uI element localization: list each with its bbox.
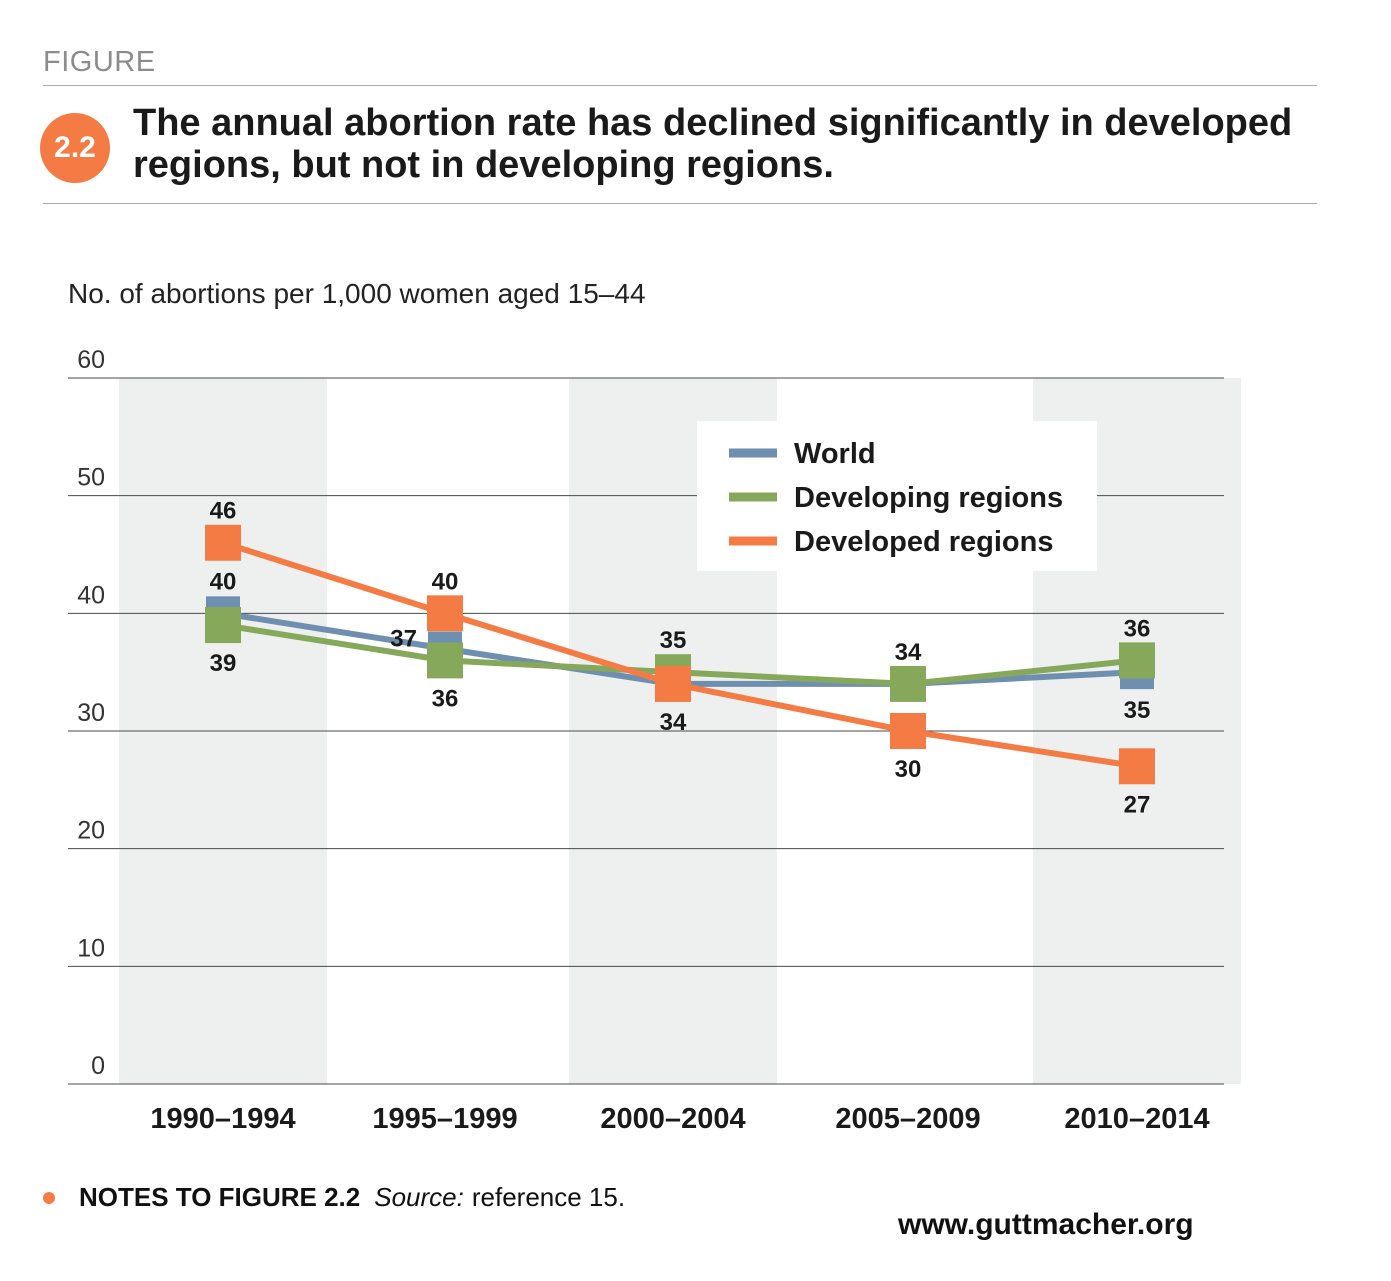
series-3-point-4 <box>890 713 926 749</box>
data-label: 34 <box>895 639 922 666</box>
data-label: 34 <box>660 709 687 736</box>
figure-title: The annual abortion rate has declined si… <box>133 102 1293 186</box>
data-label: 36 <box>432 685 459 712</box>
data-label: 39 <box>210 650 237 677</box>
footer-url: www.guttmacher.org <box>898 1208 1194 1241</box>
series-3-point-2 <box>427 595 463 632</box>
series-2-point-1 <box>205 607 241 644</box>
data-label: 37 <box>390 626 417 653</box>
series-2-point-5 <box>1119 642 1155 679</box>
data-label: 40 <box>432 568 459 595</box>
title-rule <box>43 203 1317 204</box>
series-3-point-1 <box>205 524 241 561</box>
data-label: 36 <box>1124 615 1151 642</box>
y-tick-label: 10 <box>77 934 105 962</box>
y-tick-label: 40 <box>77 581 105 609</box>
figure-kicker: FIGURE <box>43 46 156 78</box>
y-tick-label: 20 <box>77 817 105 845</box>
x-tick-label: 2010–2014 <box>1064 1103 1209 1135</box>
x-tick-label: 1995–1999 <box>372 1103 517 1135</box>
data-label: 35 <box>1124 697 1151 724</box>
legend-label-3: Developed regions <box>794 526 1053 558</box>
figure-number-badge: 2.2 <box>40 113 110 183</box>
notes-heading: NOTES TO FIGURE 2.2 <box>79 1182 361 1212</box>
legend-label-1: World <box>794 438 876 470</box>
series-2-point-4 <box>890 665 926 702</box>
source-label: Source: <box>374 1182 464 1212</box>
x-tick-label: 2000–2004 <box>600 1103 745 1135</box>
source-text: reference 15. <box>471 1182 626 1212</box>
x-tick-label: 1990–1994 <box>150 1103 295 1135</box>
series-3-point-5 <box>1119 748 1155 785</box>
y-tick-label: 0 <box>91 1052 105 1080</box>
y-axis-label: No. of abortions per 1,000 women aged 15… <box>68 278 646 309</box>
series-3-point-3 <box>655 665 691 702</box>
data-label: 40 <box>210 568 237 595</box>
data-label: 46 <box>210 498 237 525</box>
series-2-point-2 <box>427 642 463 679</box>
data-label: 30 <box>895 756 922 783</box>
data-label: 35 <box>660 627 687 654</box>
bullet-dot-icon <box>43 1191 55 1204</box>
y-tick-label: 30 <box>77 699 105 727</box>
top-rule <box>43 85 1317 86</box>
data-label: 27 <box>1124 791 1151 818</box>
notes: NOTES TO FIGURE 2.2 Source: reference 15… <box>43 1182 625 1213</box>
y-tick-label: 50 <box>77 464 105 492</box>
x-tick-label: 2005–2009 <box>835 1103 980 1135</box>
y-tick-label: 60 <box>77 346 105 374</box>
legend-label-2: Developing regions <box>794 482 1063 514</box>
